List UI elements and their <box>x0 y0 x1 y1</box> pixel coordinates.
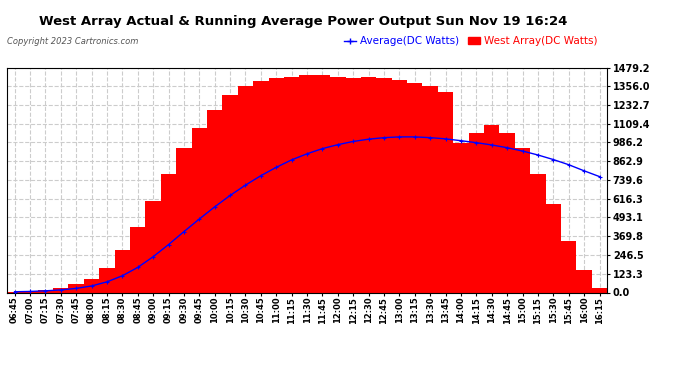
Bar <box>422 86 438 292</box>
Bar <box>592 288 607 292</box>
Bar <box>561 241 576 292</box>
Bar <box>207 110 222 292</box>
Bar <box>68 284 84 292</box>
Text: Copyright 2023 Cartronics.com: Copyright 2023 Cartronics.com <box>7 38 138 46</box>
Bar <box>576 270 592 292</box>
Bar <box>346 78 361 292</box>
Bar <box>22 291 38 292</box>
Bar <box>38 290 53 292</box>
Bar <box>500 133 515 292</box>
Bar <box>469 133 484 292</box>
Bar <box>376 78 392 292</box>
Legend: Average(DC Watts), West Array(DC Watts): Average(DC Watts), West Array(DC Watts) <box>339 32 602 51</box>
Bar <box>222 95 238 292</box>
Bar <box>530 174 546 292</box>
Bar <box>284 76 299 292</box>
Bar <box>299 75 315 292</box>
Bar <box>453 143 469 292</box>
Bar <box>192 128 207 292</box>
Bar <box>515 148 530 292</box>
Bar <box>315 75 330 292</box>
Bar <box>268 78 284 292</box>
Bar <box>330 76 346 292</box>
Bar <box>361 77 376 292</box>
Bar <box>407 82 422 292</box>
Bar <box>161 174 176 292</box>
Bar <box>99 268 115 292</box>
Bar <box>176 148 192 292</box>
Bar <box>53 288 68 292</box>
Bar <box>438 92 453 292</box>
Bar <box>546 204 561 292</box>
Bar <box>130 227 146 292</box>
Bar <box>484 125 500 292</box>
Bar <box>115 250 130 292</box>
Bar <box>392 80 407 292</box>
Bar <box>146 201 161 292</box>
Bar <box>253 81 268 292</box>
Bar <box>84 279 99 292</box>
Bar <box>238 86 253 292</box>
Text: West Array Actual & Running Average Power Output Sun Nov 19 16:24: West Array Actual & Running Average Powe… <box>39 15 568 28</box>
